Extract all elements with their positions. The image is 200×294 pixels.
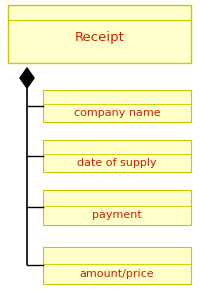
Text: amount/price: amount/price xyxy=(79,269,154,279)
Bar xyxy=(43,90,190,122)
Text: Receipt: Receipt xyxy=(74,31,124,44)
Polygon shape xyxy=(20,68,34,88)
Bar xyxy=(43,140,190,172)
Text: date of supply: date of supply xyxy=(77,158,156,168)
Bar xyxy=(8,5,190,63)
Text: company name: company name xyxy=(73,108,160,118)
Bar xyxy=(43,247,190,284)
Bar xyxy=(43,190,190,225)
Text: payment: payment xyxy=(92,210,141,220)
